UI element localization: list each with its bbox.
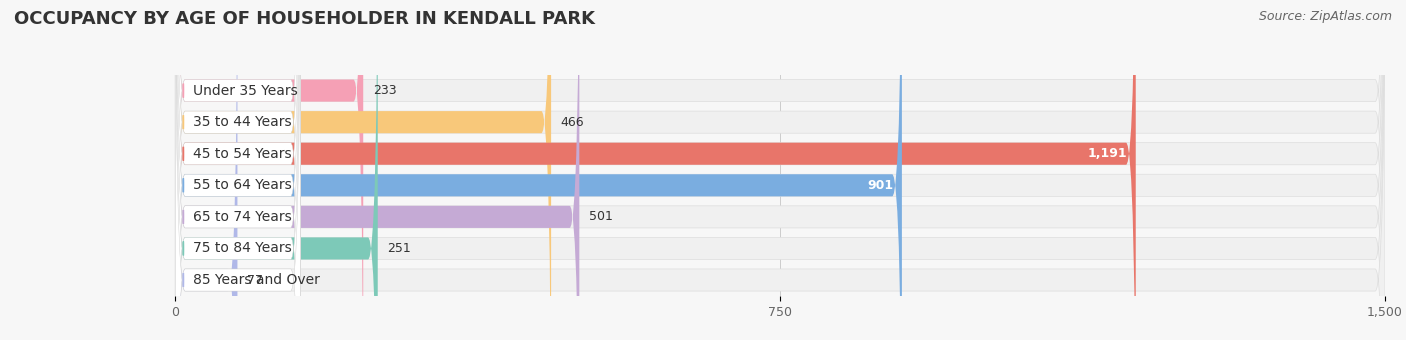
Text: 466: 466 — [561, 116, 585, 129]
Text: 65 to 74 Years: 65 to 74 Years — [193, 210, 292, 224]
FancyBboxPatch shape — [176, 0, 363, 340]
FancyBboxPatch shape — [176, 0, 238, 340]
Text: Source: ZipAtlas.com: Source: ZipAtlas.com — [1258, 10, 1392, 23]
Text: 501: 501 — [589, 210, 613, 223]
FancyBboxPatch shape — [176, 0, 1385, 340]
FancyBboxPatch shape — [176, 0, 378, 340]
Text: 35 to 44 Years: 35 to 44 Years — [193, 115, 291, 129]
Text: 77: 77 — [247, 273, 263, 287]
FancyBboxPatch shape — [176, 0, 1385, 340]
FancyBboxPatch shape — [176, 0, 1385, 340]
FancyBboxPatch shape — [176, 0, 301, 340]
FancyBboxPatch shape — [176, 0, 301, 340]
Text: 55 to 64 Years: 55 to 64 Years — [193, 178, 292, 192]
Text: 233: 233 — [373, 84, 396, 97]
FancyBboxPatch shape — [176, 0, 1385, 340]
FancyBboxPatch shape — [176, 0, 551, 340]
Text: 45 to 54 Years: 45 to 54 Years — [193, 147, 291, 161]
FancyBboxPatch shape — [176, 0, 1385, 340]
FancyBboxPatch shape — [176, 0, 1136, 340]
FancyBboxPatch shape — [176, 0, 1385, 340]
FancyBboxPatch shape — [176, 0, 301, 340]
Text: 901: 901 — [868, 179, 894, 192]
Text: Under 35 Years: Under 35 Years — [193, 84, 298, 98]
Text: 1,191: 1,191 — [1088, 147, 1128, 160]
FancyBboxPatch shape — [176, 0, 579, 340]
Text: 251: 251 — [388, 242, 411, 255]
Text: OCCUPANCY BY AGE OF HOUSEHOLDER IN KENDALL PARK: OCCUPANCY BY AGE OF HOUSEHOLDER IN KENDA… — [14, 10, 595, 28]
FancyBboxPatch shape — [176, 0, 901, 340]
FancyBboxPatch shape — [176, 0, 301, 340]
FancyBboxPatch shape — [176, 0, 301, 340]
FancyBboxPatch shape — [176, 0, 301, 340]
FancyBboxPatch shape — [176, 0, 1385, 340]
Text: 75 to 84 Years: 75 to 84 Years — [193, 241, 292, 255]
FancyBboxPatch shape — [176, 0, 301, 340]
Text: 85 Years and Over: 85 Years and Over — [193, 273, 321, 287]
